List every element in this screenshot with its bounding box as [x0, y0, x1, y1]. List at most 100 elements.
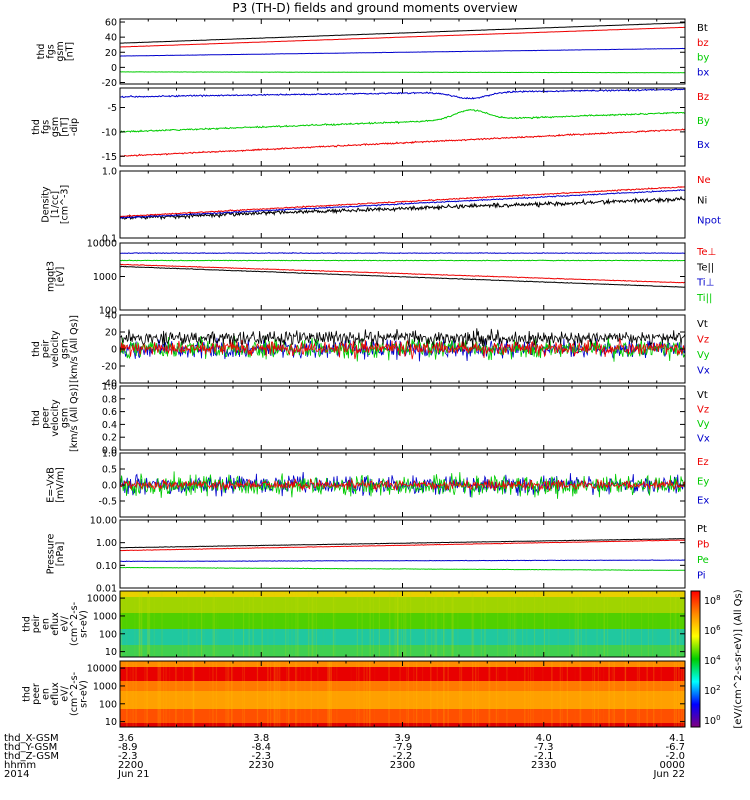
- legend-Vy: Vy: [697, 419, 710, 430]
- legend-Pe: Pe: [697, 555, 709, 566]
- y-tick-label: -20: [101, 78, 117, 89]
- y-tick-label: 0.0: [102, 446, 117, 457]
- spectrogram-streak: [313, 591, 315, 657]
- spectrogram-streak: [445, 591, 446, 657]
- spectrogram-streak: [196, 591, 198, 657]
- spectrogram-streak: [159, 661, 161, 727]
- y-tick-label: 0: [111, 345, 117, 356]
- spectrogram-streak: [611, 661, 613, 727]
- spectrogram-streak: [310, 661, 312, 727]
- spectrogram-streak: [577, 591, 579, 657]
- spectrogram-band: [120, 627, 685, 630]
- spectrogram-streak: [232, 591, 234, 657]
- spectrogram-streak: [369, 661, 370, 727]
- legend-Vz: Vz: [697, 405, 709, 416]
- y-axis-label: [km/s (All Qs)]: [69, 384, 80, 452]
- spectrogram-streak: [231, 661, 234, 727]
- spectrogram-streak: [126, 591, 128, 657]
- x-tick-value: -2.3: [251, 751, 271, 762]
- spectrogram-streak: [147, 591, 149, 657]
- spectrogram-streak: [369, 661, 371, 727]
- spectrogram-streak: [405, 591, 407, 657]
- spectrogram-streak: [526, 591, 528, 657]
- series-line-bx: [120, 47, 685, 57]
- spectrogram-band: [120, 633, 685, 636]
- spectrogram-streak: [132, 661, 134, 727]
- spectrogram-streak: [608, 661, 610, 727]
- spectrogram-streak: [225, 661, 227, 727]
- spectrogram-streak: [533, 591, 535, 657]
- spectrogram-streak: [201, 591, 203, 657]
- spectrogram-streak: [366, 661, 368, 727]
- spectrogram-band: [120, 697, 685, 700]
- spectrogram-streak: [299, 661, 302, 727]
- spectrogram-streak: [192, 661, 194, 727]
- spectrogram-streak: [168, 661, 171, 727]
- legend-Te||: Te||: [696, 262, 714, 273]
- panel-pressure: 10.00 1.00 0.10 0.01 Pressure[nPa] Pt Pb Pe Pi: [45, 516, 709, 595]
- spectrogram-streak: [436, 661, 438, 727]
- spectrogram-streak: [457, 591, 459, 657]
- y-axis-label: velocity: [50, 399, 61, 437]
- spectrogram-streak: [369, 661, 371, 727]
- spectrogram-band: [120, 673, 685, 676]
- spectrogram-streak: [551, 661, 553, 727]
- spectrogram-streak: [472, 591, 474, 657]
- spectrogram-streak: [580, 591, 582, 657]
- spectrogram-streak: [175, 661, 177, 727]
- spectrogram-band: [120, 665, 685, 668]
- y-tick-label: 1.0: [102, 167, 117, 178]
- spectrogram-streak: [670, 591, 672, 657]
- spectrogram-streak: [502, 591, 503, 657]
- spectrogram-band: [120, 639, 685, 642]
- spectrogram-band: [120, 637, 685, 640]
- series-line-Ti||: [120, 259, 685, 262]
- y-tick-label: 0.8: [102, 394, 117, 405]
- spectrogram-streak: [252, 591, 254, 657]
- spectrogram-streak: [277, 661, 279, 727]
- spectrogram-streak: [653, 661, 655, 727]
- y-axis-label: [nT]: [64, 42, 75, 61]
- y-axis-label: eV/: [60, 615, 71, 631]
- spectrogram-streak: [559, 661, 561, 727]
- y-tick-label: 10: [105, 717, 117, 728]
- x-tick-value: -2.0: [665, 751, 685, 762]
- colorbar-tick-label: 104: [704, 654, 721, 667]
- spectrogram-streak: [434, 591, 436, 657]
- spectrogram-streak: [603, 591, 605, 657]
- y-tick-label: 0.5: [102, 465, 117, 476]
- spectrogram-streak: [655, 591, 656, 657]
- y-tick-label: 10000: [87, 664, 117, 675]
- colorbar-tick-label: 102: [704, 684, 721, 697]
- spectrogram-band: [120, 719, 685, 722]
- spectrogram-streak: [308, 591, 311, 657]
- spectrogram-streak: [291, 591, 293, 657]
- spectrogram-streak: [351, 661, 352, 727]
- spectrogram-streak: [527, 661, 529, 727]
- x-tick-value: -7.3: [534, 742, 554, 753]
- spectrogram-streak: [424, 591, 427, 657]
- spectrogram-streak: [566, 661, 568, 727]
- spectrogram-streak: [538, 591, 539, 657]
- legend-Bt: Bt: [697, 23, 708, 34]
- spectrogram-streak: [443, 591, 445, 657]
- y-axis-label: peer: [41, 407, 52, 429]
- y-axis-label: Pressure: [45, 534, 56, 575]
- spectrogram-streak: [532, 661, 534, 727]
- series-line-Vz: [120, 337, 685, 360]
- spectrogram-streak: [452, 591, 454, 657]
- spectrogram-streak: [394, 591, 397, 657]
- spectrogram-band: [120, 667, 685, 670]
- spectrogram-streak: [218, 591, 219, 657]
- spectrogram-streak: [230, 591, 232, 657]
- spectrogram-streak: [146, 661, 148, 727]
- y-axis-label: thd: [31, 410, 42, 426]
- spectrogram-band: [120, 623, 685, 626]
- series-line-Pi: [120, 559, 685, 563]
- spectrogram-band: [120, 625, 685, 628]
- y-axis-label: eV/: [60, 685, 71, 701]
- y-axis-label: (cm^2-s-: [69, 602, 80, 646]
- spectrogram-streak: [578, 661, 581, 727]
- y-axis-label: Density: [41, 186, 52, 222]
